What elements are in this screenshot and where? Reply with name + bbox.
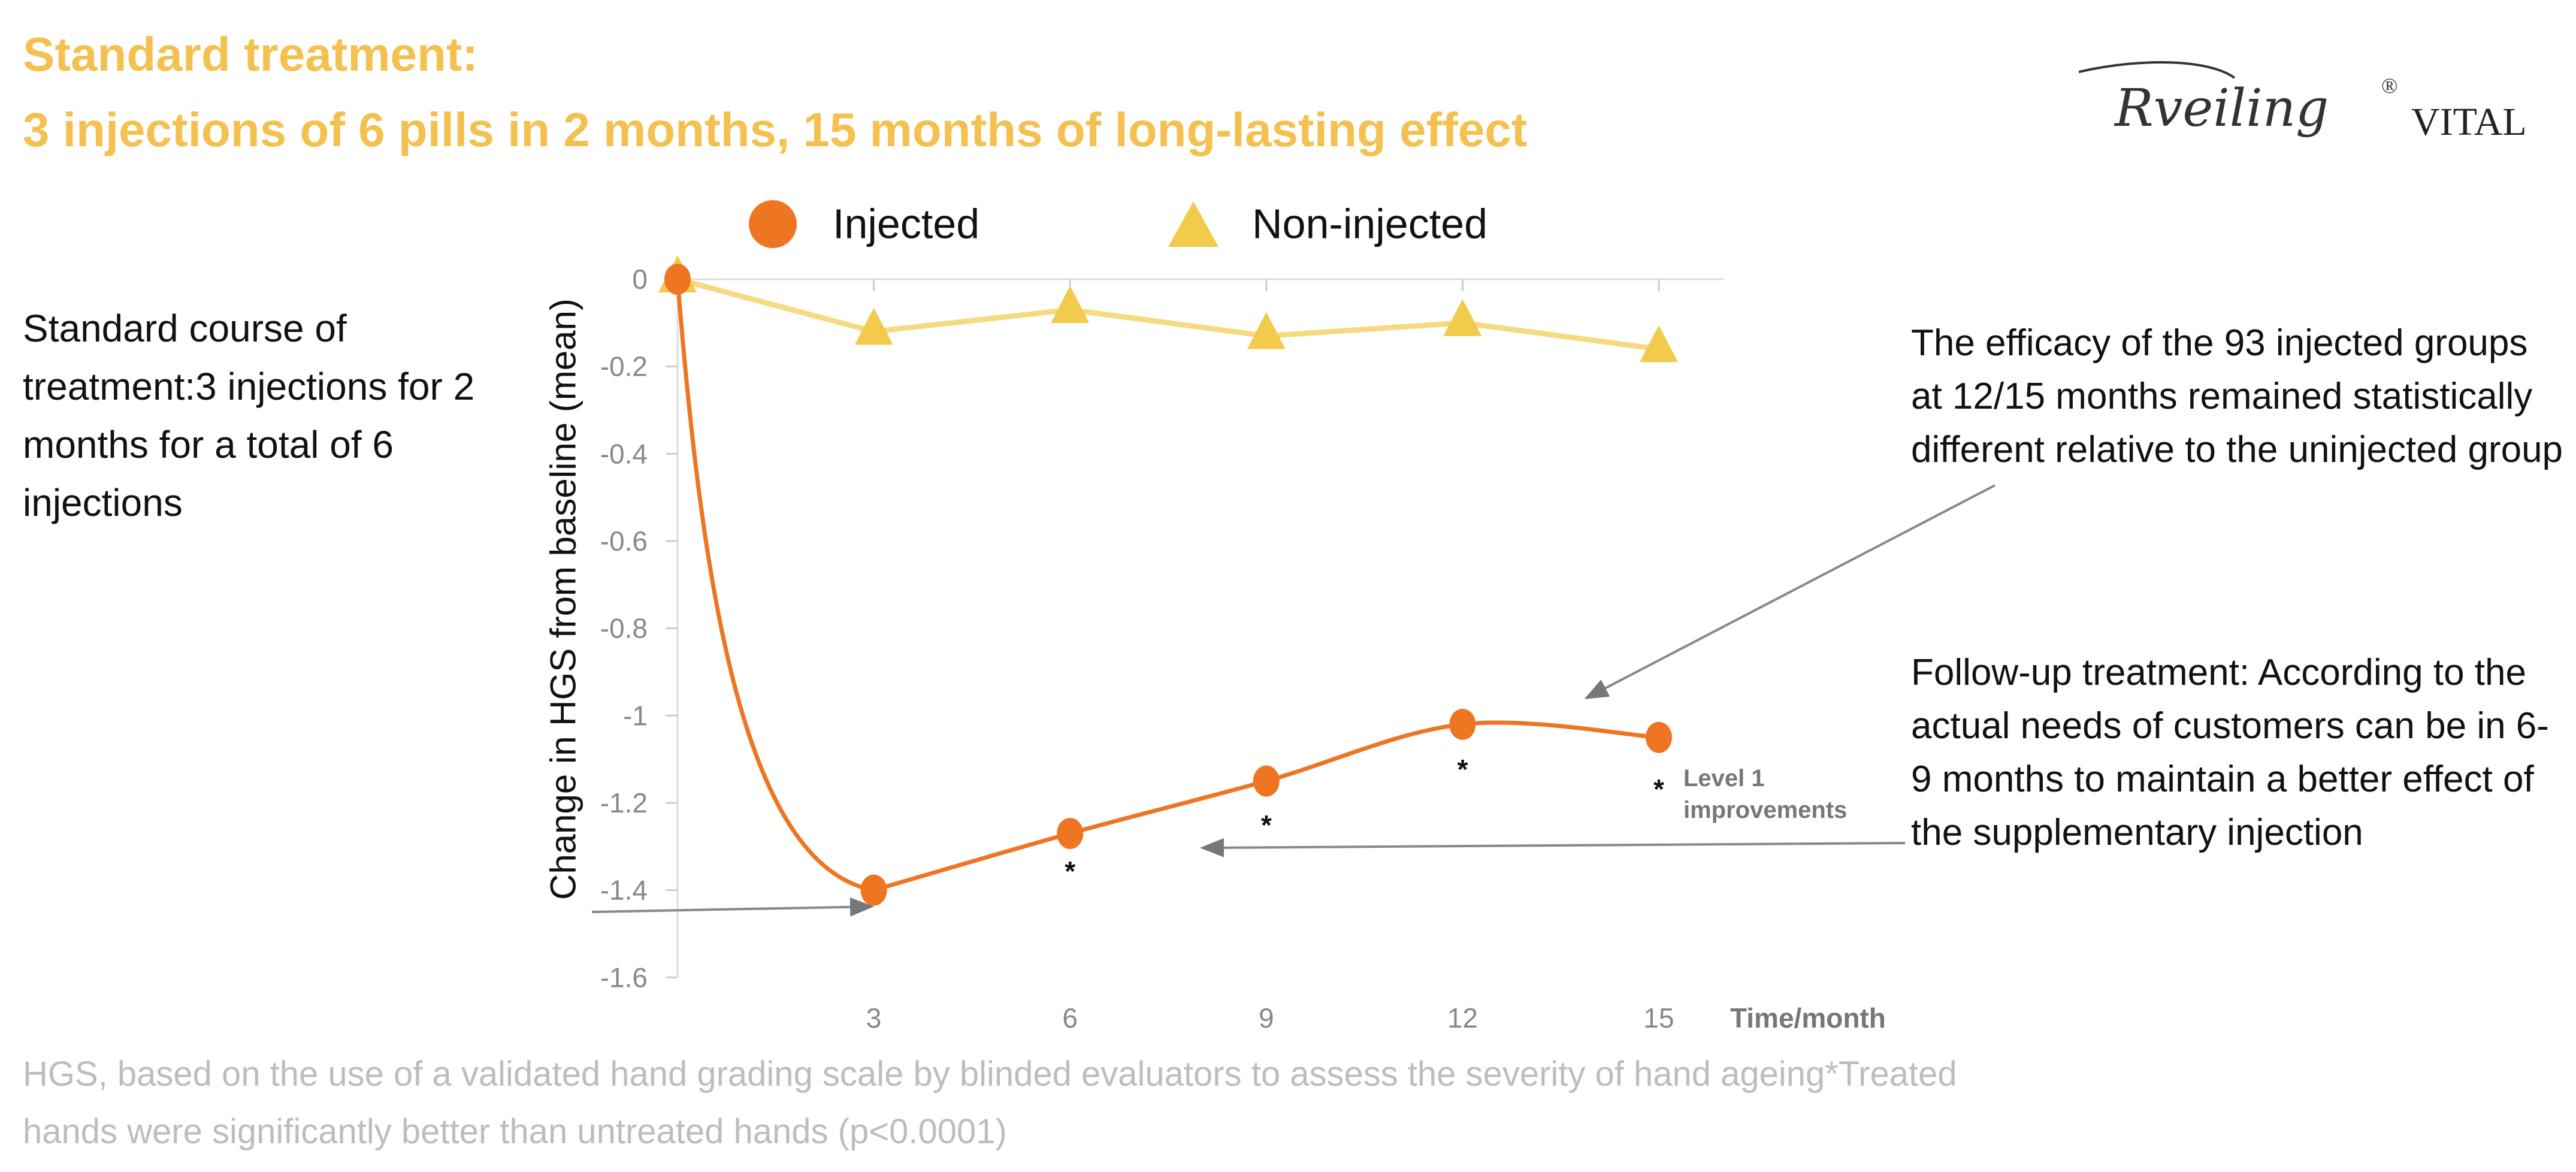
left-note: Standard course of treatment:3 injection… (23, 307, 475, 524)
legend-non-injected: Non-injected (1168, 191, 1487, 254)
circle-marker-icon (749, 200, 797, 248)
annotation-arrow (1200, 838, 1906, 857)
data-point-injected (860, 874, 887, 906)
right-note-follow-up: Follow-up treatment: According to the ac… (1911, 652, 2549, 853)
annotation-improvements: improvements (1683, 797, 1847, 823)
data-point-non-injected (1443, 298, 1482, 336)
annotation-arrow (1584, 484, 1996, 699)
x-axis-label: Time/month (1730, 1002, 1886, 1034)
x-tick-label: 6 (1062, 1002, 1078, 1034)
significance-star: * (1261, 809, 1272, 841)
data-point-non-injected (1247, 312, 1286, 349)
footer-line-2: hands were significantly better than unt… (23, 1112, 1007, 1151)
data-point-injected (1057, 817, 1084, 849)
svg-text:Rveiling: Rveiling (2114, 78, 2329, 138)
right-note-efficacy: The efficacy of the 93 injected groups a… (1911, 322, 2563, 470)
title-line-1: Standard treatment: (23, 28, 479, 81)
data-point-injected (664, 264, 691, 295)
legend-label-non-injected: Non-injected (1252, 200, 1487, 247)
data-point-non-injected (1051, 285, 1090, 323)
y-tick-label: -0.2 (600, 351, 648, 382)
x-tick-label: 9 (1259, 1002, 1274, 1034)
annotation-level: Level 1 (1683, 765, 1765, 792)
triangle-marker-icon (1168, 201, 1219, 247)
significance-star: * (1457, 754, 1468, 785)
brand-logo: Rveiling ® VITAL (2079, 61, 2527, 144)
y-tick-label: -0.4 (600, 438, 648, 469)
title-line-2: 3 injections of 6 pills in 2 months, 15 … (23, 103, 1528, 156)
y-tick-label: -0.8 (600, 613, 648, 644)
x-tick-label: 15 (1643, 1002, 1674, 1034)
y-tick-label: -1.2 (600, 787, 648, 818)
svg-text:®: ® (2381, 74, 2397, 98)
x-tick-label: 3 (866, 1002, 882, 1034)
significance-star: * (1065, 856, 1075, 887)
svg-text:VITAL: VITAL (2411, 100, 2527, 144)
legend-label-injected: Injected (833, 200, 980, 247)
page-title: Standard treatment: 3 injections of 6 pi… (23, 17, 1527, 168)
data-point-non-injected (1640, 325, 1678, 363)
legend-injected: Injected (749, 191, 979, 254)
significance-star: * (1653, 774, 1664, 805)
data-point-non-injected (854, 307, 893, 345)
series-line-injected (675, 279, 1659, 893)
y-tick-label: -1.4 (600, 875, 648, 906)
annotation-arrow (591, 897, 874, 917)
y-tick-label: -1 (623, 700, 648, 731)
data-point-injected (1646, 721, 1672, 753)
y-tick-label: -0.6 (600, 525, 648, 557)
data-point-injected (1449, 708, 1476, 740)
footer-line-1: HGS, based on the use of a validated han… (23, 1055, 1957, 1094)
data-point-injected (1253, 765, 1280, 797)
footer-note: HGS, based on the use of a validated han… (23, 1046, 2551, 1161)
y-tick-label: 0 (632, 264, 648, 295)
x-tick-label: 12 (1447, 1002, 1478, 1034)
y-tick-label: -1.6 (600, 962, 648, 993)
series-line-non-injected (676, 276, 1659, 352)
